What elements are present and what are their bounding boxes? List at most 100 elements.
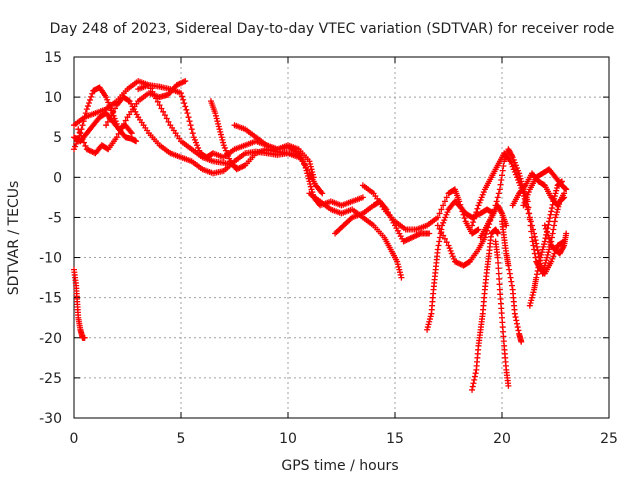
data-point <box>220 139 227 146</box>
data-point <box>218 134 225 141</box>
data-point <box>213 115 220 122</box>
data-point <box>153 95 160 102</box>
data-point <box>438 206 445 213</box>
data-point <box>80 139 87 146</box>
x-tick-label: 10 <box>279 431 297 447</box>
data-point <box>527 222 534 229</box>
data-point <box>511 168 518 175</box>
data-point <box>192 139 199 146</box>
data-point <box>424 326 431 333</box>
data-point <box>427 313 434 320</box>
data-point <box>221 144 228 151</box>
data-point <box>495 190 502 197</box>
data-point <box>507 274 514 281</box>
data-point <box>471 215 478 222</box>
data-point <box>220 142 227 149</box>
data-point <box>558 179 565 186</box>
series-arc-5 <box>103 94 302 177</box>
data-point <box>158 105 165 112</box>
data-point <box>108 112 115 119</box>
data-point <box>470 380 477 387</box>
data-point <box>518 338 525 345</box>
data-point <box>307 181 314 188</box>
data-point <box>306 178 313 185</box>
data-point <box>495 265 502 272</box>
data-point <box>85 99 92 106</box>
series-arc-10 <box>332 198 433 245</box>
data-point <box>436 210 443 217</box>
data-point <box>161 112 168 119</box>
data-point <box>479 191 486 198</box>
data-point <box>82 142 89 149</box>
series-arc-24 <box>71 266 88 341</box>
data-point <box>535 264 542 271</box>
data-point <box>469 383 476 390</box>
data-point <box>307 183 314 190</box>
data-point <box>528 234 535 241</box>
data-point <box>75 126 82 133</box>
data-point <box>555 203 562 210</box>
data-point <box>190 134 197 141</box>
data-point <box>182 103 189 110</box>
data-point <box>515 327 522 334</box>
data-point <box>219 136 226 143</box>
series-arc-8 <box>231 122 366 209</box>
data-point <box>560 243 567 250</box>
data-point <box>195 144 202 151</box>
data-point <box>222 147 229 154</box>
data-point <box>304 170 311 177</box>
data-point <box>112 105 119 112</box>
data-point <box>180 96 187 103</box>
data-point <box>521 183 528 190</box>
y-tick-label: -10 <box>39 251 62 267</box>
data-point <box>505 262 512 269</box>
data-point <box>78 132 85 139</box>
data-point <box>181 100 188 107</box>
data-point <box>189 130 196 137</box>
data-point <box>474 205 481 212</box>
data-point <box>469 386 476 393</box>
data-point <box>545 249 552 256</box>
data-point <box>79 136 86 143</box>
data-point <box>476 199 483 206</box>
series-arc-16 <box>492 238 512 389</box>
series-arc-12 <box>424 198 497 333</box>
data-point <box>508 152 515 159</box>
data-point <box>477 197 484 204</box>
data-point <box>179 93 186 100</box>
data-point <box>178 90 184 97</box>
data-point <box>396 269 403 276</box>
x-tick-label: 25 <box>600 431 618 447</box>
data-point <box>128 130 135 137</box>
data-point <box>539 270 546 277</box>
y-tick-label: -20 <box>39 331 62 347</box>
data-point <box>469 222 476 229</box>
data-point <box>512 314 519 321</box>
data-point <box>216 126 223 133</box>
data-point <box>546 215 553 222</box>
data-point <box>507 158 514 165</box>
data-point <box>541 265 548 272</box>
data-point <box>302 164 309 171</box>
data-point <box>163 115 170 122</box>
data-point <box>127 128 134 135</box>
data-point <box>543 229 550 236</box>
data-point <box>553 209 560 216</box>
data-point <box>552 190 559 197</box>
data-point <box>513 317 520 324</box>
data-point <box>536 261 543 268</box>
data-point <box>443 211 450 218</box>
data-point <box>226 155 233 162</box>
data-point <box>397 271 404 278</box>
data-point <box>103 94 110 101</box>
data-point <box>217 128 224 135</box>
data-point <box>426 318 433 325</box>
data-point <box>494 230 501 237</box>
data-point <box>531 233 538 240</box>
y-axis-label: SDTVAR / TECUs <box>6 181 22 296</box>
data-point <box>506 266 513 273</box>
data-point <box>309 168 316 175</box>
data-point <box>512 162 519 169</box>
data-point <box>117 127 124 134</box>
x-tick-label: 5 <box>177 431 186 447</box>
